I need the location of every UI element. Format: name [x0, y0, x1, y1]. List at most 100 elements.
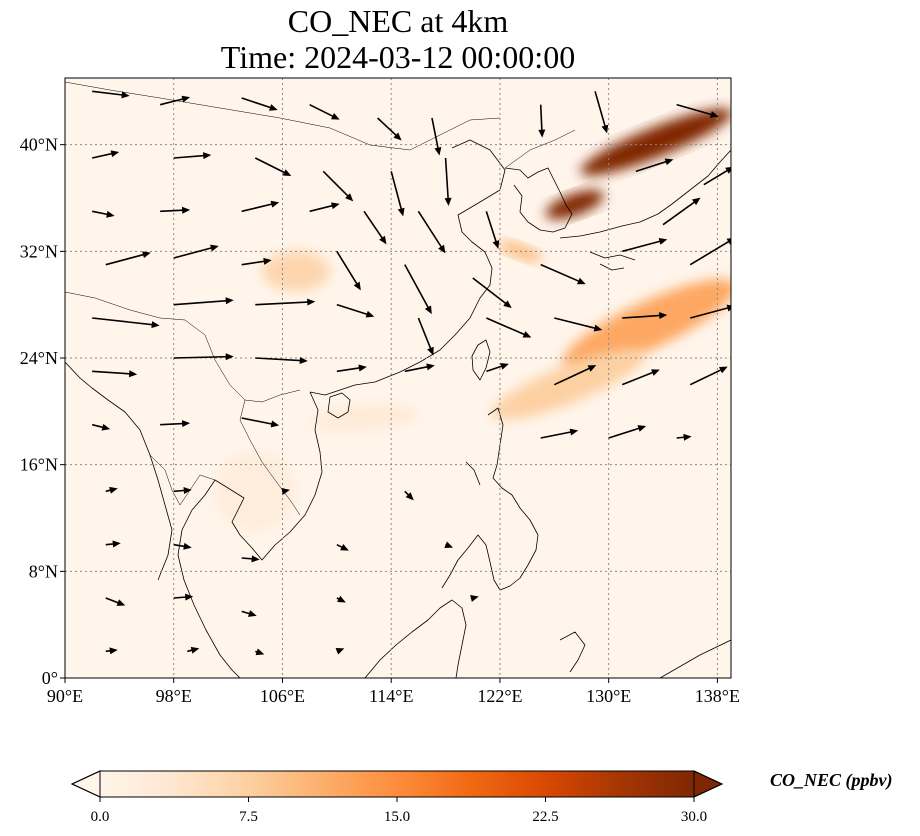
map-frame: [64, 77, 732, 679]
wind-vector-65: [336, 543, 349, 551]
wind-vector-2: [241, 97, 278, 111]
wind-vector-39: [486, 317, 532, 338]
colorbar-label: CO_NEC (ppbv): [770, 770, 893, 790]
wind-vector-32: [622, 238, 668, 253]
wind-vector-7: [594, 91, 609, 134]
wind-vector-15: [635, 158, 674, 173]
lon-tick-label: 98°E: [156, 686, 192, 706]
mongolia-border: [65, 81, 501, 151]
wind-vector-41: [622, 312, 668, 320]
wind-vector-38: [417, 317, 434, 356]
colorbar-tick-label: 22.5: [532, 809, 558, 825]
wind-vector-51: [689, 366, 728, 386]
china-india-border: [65, 291, 216, 361]
wind-vector-22: [417, 210, 446, 254]
japan-coastline: [559, 149, 731, 271]
map-background: [65, 78, 731, 678]
borders: [65, 81, 576, 516]
wind-vector-9: [92, 150, 120, 159]
wind-vector-47: [404, 363, 435, 373]
wind-vector-8: [676, 103, 719, 118]
colorbar-tick-label: 7.5: [239, 809, 258, 825]
wind-vector-53: [160, 420, 191, 428]
wind-vector-72: [105, 647, 118, 655]
wind-vector-25: [105, 251, 151, 266]
wind-vector-43: [92, 370, 138, 378]
lat-tick-label: 8°N: [29, 561, 58, 581]
korea-border: [504, 129, 576, 169]
wind-vector-23: [485, 211, 500, 249]
wind-vector-29: [404, 264, 432, 315]
lon-tick-label: 106°E: [260, 686, 305, 706]
colorbar-tick-label: 0.0: [91, 809, 110, 825]
wind-vector-26: [173, 244, 219, 259]
wind-vector-5: [431, 117, 442, 156]
co-plume-0: [580, 108, 731, 176]
wind-vector-18: [160, 206, 191, 214]
wind-vector-37: [336, 303, 375, 318]
lat-tick-label: 16°N: [20, 455, 58, 475]
wind-vector-35: [173, 297, 234, 306]
map-title-line-2: Time: 2024-03-12 00:00:00: [220, 39, 576, 75]
laos-vietnam-border: [239, 399, 301, 516]
wind-vector-44: [173, 353, 234, 361]
lon-tick-label: 138°E: [695, 686, 740, 706]
wind-vector-12: [322, 170, 354, 202]
wind-vector-24: [662, 197, 701, 226]
wind-vector-1: [159, 95, 191, 106]
lat-tick-label: 0°: [42, 668, 58, 688]
longitude-tick-labels: 90°E 98°E 106°E 114°E 122°E 130°E 138°E: [47, 678, 740, 706]
co-plume-2: [562, 279, 731, 371]
wind-vector-67: [105, 597, 126, 606]
colorbar-gradient: [100, 771, 694, 797]
lon-tick-label: 130°E: [586, 686, 631, 706]
wind-vector-58: [105, 486, 118, 494]
wind-vector-10: [173, 152, 212, 160]
wind-vector-66: [444, 541, 454, 548]
wind-vector-68: [173, 593, 194, 601]
wind-vector-63: [173, 542, 192, 550]
lon-tick-label: 122°E: [477, 686, 522, 706]
china-myanmar-border: [214, 359, 301, 403]
sulawesi-coastline: [559, 631, 586, 673]
wind-vector-4: [377, 117, 402, 141]
co-plume-4: [262, 251, 331, 292]
lon-tick-label: 90°E: [47, 686, 83, 706]
wind-vector-48: [486, 363, 509, 373]
wind-vector-42: [690, 304, 731, 319]
wind-vector-54: [241, 417, 280, 428]
wind-vector-52: [91, 423, 111, 431]
wind-vector-40: [554, 317, 603, 332]
colorbar-over-extension: [693, 770, 724, 798]
china-coastline: [309, 139, 731, 678]
wind-vector-59: [173, 487, 192, 494]
wind-vector-31: [540, 263, 586, 285]
co-plume-1: [545, 190, 604, 220]
wind-vectors: [91, 90, 731, 656]
wind-vector-45: [255, 357, 308, 365]
colorbar-tick-labels: 0.0 7.5 15.0 22.5 30.0: [91, 797, 707, 825]
wind-vector-3: [309, 103, 340, 120]
wind-vector-36: [255, 298, 316, 306]
wind-vector-21: [363, 210, 387, 245]
wind-vector-60: [281, 487, 290, 495]
wind-vector-69: [241, 610, 257, 617]
wind-vector-50: [621, 369, 660, 386]
latitude-tick-labels: 0° 8°N 16°N 24°N 32°N 40°N: [20, 135, 65, 688]
wind-vector-57: [676, 433, 692, 441]
wind-vector-30: [472, 277, 512, 308]
wind-vector-20: [309, 202, 340, 213]
wind-vector-62: [105, 540, 121, 548]
concentration-field: [214, 108, 731, 532]
wind-vector-0: [92, 90, 130, 99]
philippines-coastline: [441, 407, 539, 591]
wind-vector-64: [241, 555, 260, 563]
lat-tick-label: 24°N: [20, 348, 58, 368]
wind-vector-70: [336, 595, 346, 603]
colorbar-tick-label: 15.0: [384, 809, 410, 825]
colorbar-tick-label: 30.0: [681, 809, 707, 825]
colorbar-under-extension: [70, 770, 101, 798]
map-panel: [64, 77, 732, 679]
wind-vector-17: [92, 210, 115, 218]
